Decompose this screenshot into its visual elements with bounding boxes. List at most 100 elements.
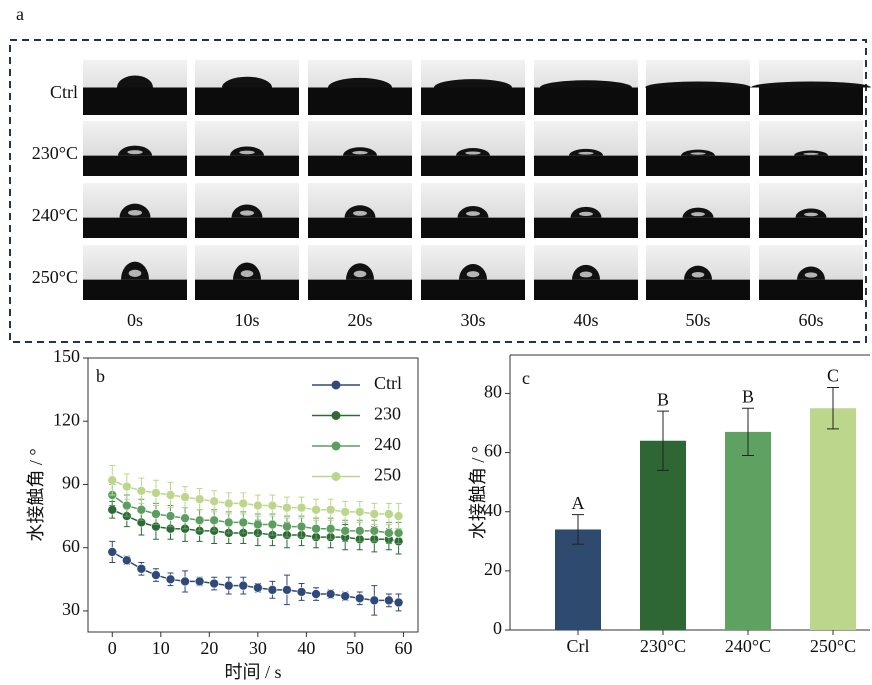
point bbox=[282, 585, 292, 595]
droplet bbox=[434, 79, 512, 88]
droplet-glare bbox=[353, 270, 367, 278]
bar bbox=[555, 529, 601, 630]
substrate bbox=[421, 217, 525, 238]
substrate bbox=[308, 87, 412, 115]
substrate bbox=[759, 87, 863, 115]
substrate bbox=[83, 279, 187, 300]
substrate bbox=[421, 87, 525, 115]
legend-label: 230 bbox=[374, 404, 401, 424]
point bbox=[209, 515, 219, 526]
point bbox=[369, 526, 380, 536]
x-tick-label: 20 bbox=[200, 638, 218, 658]
substrate bbox=[646, 217, 750, 238]
droplet bbox=[540, 80, 632, 88]
substrate bbox=[759, 279, 863, 300]
point bbox=[267, 500, 278, 511]
point bbox=[194, 515, 205, 526]
group-label: B bbox=[742, 386, 754, 406]
point bbox=[165, 574, 176, 585]
y-axis-label: 水接触角 / ° bbox=[26, 448, 46, 541]
point bbox=[384, 528, 394, 538]
y-tick-label: 60 bbox=[484, 441, 502, 461]
substrate bbox=[195, 87, 299, 115]
droplet-glare bbox=[352, 151, 368, 155]
point bbox=[136, 563, 147, 574]
bar bbox=[810, 408, 856, 630]
substrate bbox=[646, 155, 750, 176]
point bbox=[296, 502, 307, 513]
droplet-glare bbox=[239, 150, 255, 155]
x-tick-label: 40 bbox=[297, 638, 315, 658]
droplet bbox=[328, 77, 392, 88]
column-label: 10s bbox=[234, 310, 259, 330]
droplet-glare bbox=[128, 209, 142, 216]
point bbox=[340, 591, 351, 601]
point bbox=[393, 511, 404, 521]
panel-label: c bbox=[522, 368, 530, 388]
droplet-glare bbox=[579, 211, 593, 217]
point bbox=[238, 580, 249, 591]
x-tick-label: 10 bbox=[152, 638, 170, 658]
y-tick-label: 0 bbox=[493, 618, 502, 638]
droplet-glare bbox=[690, 152, 706, 155]
droplet bbox=[222, 76, 272, 88]
point bbox=[107, 547, 118, 557]
bar bbox=[725, 431, 771, 630]
point bbox=[354, 593, 365, 604]
point bbox=[267, 519, 278, 530]
y-tick-label: 60 bbox=[62, 536, 80, 556]
droplet-glare bbox=[691, 271, 705, 278]
point bbox=[122, 555, 132, 566]
y-axis-label: 水接触角 / ° bbox=[468, 446, 488, 539]
droplet-glare bbox=[465, 151, 481, 155]
column-label: 50s bbox=[685, 310, 710, 330]
x-tick-label: 230°C bbox=[640, 636, 686, 656]
y-tick-label: 30 bbox=[62, 599, 80, 619]
column-label: 30s bbox=[460, 310, 485, 330]
x-tick-label: 240°C bbox=[725, 636, 771, 656]
x-tick-label: 250°C bbox=[810, 636, 856, 656]
group-label: C bbox=[827, 366, 839, 386]
point bbox=[180, 492, 190, 502]
panel-label: a bbox=[16, 4, 24, 24]
point bbox=[238, 498, 249, 509]
legend-marker bbox=[331, 380, 341, 390]
y-tick-label: 90 bbox=[62, 473, 80, 493]
x-tick-label: 0 bbox=[108, 638, 117, 658]
point bbox=[180, 513, 190, 523]
point bbox=[223, 580, 234, 591]
x-tick-label: 50 bbox=[346, 638, 364, 658]
point bbox=[282, 521, 292, 532]
x-tick-label: 60 bbox=[394, 638, 412, 658]
droplet-glare bbox=[466, 271, 480, 278]
substrate bbox=[646, 87, 750, 115]
point bbox=[393, 528, 404, 538]
substrate bbox=[83, 217, 187, 238]
substrate bbox=[534, 155, 638, 176]
row-label: 250°C bbox=[32, 267, 78, 287]
row-label: 240°C bbox=[32, 205, 78, 225]
substrate bbox=[83, 155, 187, 176]
substrate bbox=[534, 87, 638, 115]
point bbox=[282, 502, 292, 513]
droplet-glare bbox=[578, 151, 594, 155]
substrate bbox=[195, 279, 299, 300]
point bbox=[296, 587, 307, 597]
point bbox=[311, 523, 321, 534]
substrate bbox=[646, 279, 750, 300]
substrate bbox=[195, 155, 299, 176]
substrate bbox=[534, 217, 638, 238]
substrate bbox=[534, 279, 638, 300]
droplet-glare bbox=[127, 150, 143, 155]
point bbox=[384, 595, 394, 606]
point bbox=[151, 488, 161, 498]
legend-label: 240 bbox=[374, 434, 401, 454]
substrate bbox=[308, 217, 412, 238]
point bbox=[253, 500, 263, 511]
point bbox=[209, 496, 219, 507]
point bbox=[165, 511, 176, 521]
substrate bbox=[421, 155, 525, 176]
legend-marker bbox=[331, 472, 341, 481]
droplet-glare bbox=[353, 210, 367, 216]
